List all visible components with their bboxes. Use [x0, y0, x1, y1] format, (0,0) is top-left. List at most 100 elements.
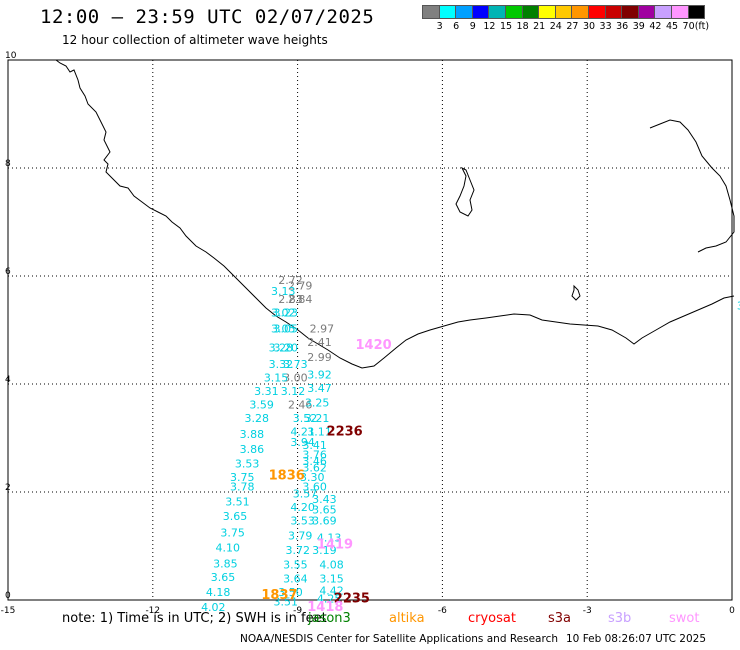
wave-height-value: 3.94	[290, 436, 315, 449]
wave-height-value: 3.62	[302, 461, 327, 474]
wave-height-value: 3.25	[305, 397, 330, 410]
pass-time-label: 1836	[269, 469, 305, 484]
wave-height-value: 3.75	[220, 526, 245, 539]
wave-height-value: 3.41	[302, 439, 327, 452]
color-scale-swatches	[422, 5, 706, 19]
color-scale-label: 9	[469, 21, 476, 32]
pass-time-label: 1837	[261, 588, 297, 603]
wave-height-value: 3.78	[230, 480, 255, 493]
coastline-island-small	[571, 284, 581, 301]
wave-height-value: 4.25	[317, 593, 342, 606]
wave-height-value: 2.99	[307, 351, 332, 364]
wave-height-value: 3.73	[283, 358, 308, 371]
wave-height-value: 4.08	[319, 559, 344, 572]
y-tick-label: 0	[5, 591, 11, 601]
satellite-legend-item: s3a	[548, 611, 572, 626]
wave-height-value: 4.42	[319, 585, 344, 598]
wave-height-value: 2.79	[288, 280, 313, 293]
wave-height-value: 3.19	[312, 544, 337, 557]
map-frame	[7, 59, 733, 601]
x-tick-label: 0	[729, 606, 735, 616]
satellite-legend-item: cryosat	[468, 611, 516, 626]
wave-height-value: 3.12	[281, 385, 306, 398]
wave-height-value: 3.21	[305, 412, 330, 425]
y-tick-label: 10	[5, 51, 17, 61]
wave-height-value: 3.88	[240, 428, 265, 441]
color-scale-label: (ft)	[694, 21, 710, 32]
wave-height-value: 3.64	[283, 573, 308, 586]
wave-height-value: 3.51	[225, 496, 250, 509]
grid-lines	[7, 59, 733, 601]
x-tick-label: -12	[145, 606, 160, 616]
wave-height-value: 3.65	[211, 571, 236, 584]
x-tick-label: -6	[438, 606, 447, 616]
wave-height-value: 3.53	[290, 514, 315, 527]
wave-height-value: 3.15	[264, 371, 289, 384]
wave-height-value: 3.52	[293, 412, 318, 425]
wave-height-value: 3.28	[245, 412, 269, 425]
wave-height-values: 2.722.792.832.84 2.972.41 2.99 3.00 2.46 3.13…	[201, 274, 740, 614]
generated-timestamp: 10 Feb 08:26:07 UTC 2025	[566, 633, 706, 645]
y-tick-label: 2	[5, 483, 11, 493]
wave-height-value: 4.20	[290, 501, 315, 514]
wave-height-value: 3.65	[312, 504, 337, 517]
wave-height-value: 2.97	[310, 323, 335, 336]
wave-height-value: 3.30	[300, 471, 325, 484]
wave-height-value: 3.11	[307, 425, 332, 438]
credit-line: NOAA/NESDIS Center for Satellite Applica…	[240, 633, 558, 645]
wave-height-value: 3.55	[283, 559, 308, 572]
y-tick-label: 4	[5, 375, 11, 385]
color-scale-label: 42	[649, 21, 662, 32]
satellite-legend-item: altika	[389, 611, 425, 626]
color-swatch	[687, 5, 706, 19]
wave-height-value: 3.05	[271, 323, 296, 336]
color-scale-label: 33	[599, 21, 612, 32]
coastline	[55, 59, 735, 369]
satellite-legend-item: jason3	[308, 611, 351, 626]
wave-height-value: 2.83	[278, 293, 303, 306]
color-scale-label: 24	[549, 21, 562, 32]
wave-height-value: 2.72	[278, 274, 303, 287]
color-scale-legend: 3 6 9 12 15 18 21 24 27 30 33 36 39 42 45 70 (ft)	[422, 5, 709, 32]
wave-height-value: 3.59	[249, 398, 273, 411]
color-scale-label: 3	[436, 21, 443, 32]
wave-height-value: 3.31	[254, 385, 279, 398]
wave-height-value: 4.02	[201, 601, 226, 614]
x-tick-label: -15	[1, 606, 16, 616]
wave-height-value: 3.28	[269, 342, 294, 355]
coastline-bioko	[455, 166, 475, 217]
x-tick-label: -9	[293, 606, 302, 616]
wave-height-value: 2.84	[288, 293, 313, 306]
wave-height-value: 4.21	[290, 425, 315, 438]
wave-height-value: 3.23	[273, 307, 298, 320]
wave-height-value: 3.60	[302, 480, 327, 493]
wave-height-value: 3.47	[307, 382, 332, 395]
pass-time-label: 2235	[334, 592, 370, 607]
wave-height-value: 2.46	[288, 398, 313, 411]
color-scale-label: 21	[533, 21, 546, 32]
wave-height-value: 3.75	[230, 471, 255, 484]
coastline-west-africa	[55, 59, 735, 369]
wave-height-value: 3.46	[302, 455, 327, 468]
wave-height-value: 3.79	[288, 530, 313, 543]
map-subtitle: 12 hour collection of altimeter wave hei…	[62, 33, 328, 47]
wave-height-value: 3.53	[235, 458, 260, 471]
pass-time-label: 1419	[317, 538, 353, 553]
map-title: 12:00 – 23:59 UTC 02/07/2025	[40, 6, 375, 28]
pass-time-label: 1418	[307, 600, 343, 615]
wave-height-value: 3.02	[271, 307, 296, 320]
y-tick-label: 8	[5, 159, 11, 169]
color-scale-label: 12	[483, 21, 496, 32]
color-scale-label: 36	[616, 21, 629, 32]
wave-height-value: 3.00	[283, 371, 308, 384]
wave-height-value: 3.65	[223, 510, 248, 523]
wave-height-value: 3.20	[273, 342, 298, 355]
wave-height-value: 3.72	[286, 544, 311, 557]
color-scale-label: 45	[665, 21, 679, 32]
color-scale-label: 6	[453, 21, 460, 32]
wave-height-value: 3.5	[737, 299, 740, 312]
color-scale-label: 27	[566, 21, 579, 32]
wave-height-value: 3.43	[312, 493, 337, 506]
wave-height-value: 3.13	[271, 285, 296, 298]
pass-time-label: 2236	[327, 424, 363, 439]
